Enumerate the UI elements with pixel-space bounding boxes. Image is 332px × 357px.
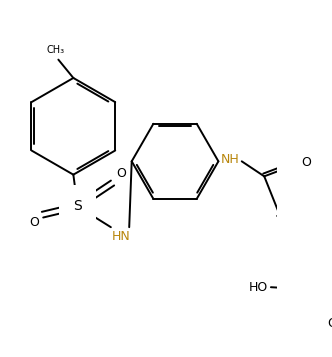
Text: O: O: [29, 216, 39, 229]
Text: O: O: [327, 317, 332, 330]
Text: S: S: [73, 199, 82, 213]
Text: CH₃: CH₃: [47, 45, 65, 55]
Text: HO: HO: [249, 281, 268, 294]
Text: O: O: [116, 167, 126, 180]
Text: O: O: [301, 156, 311, 169]
Text: NH: NH: [221, 153, 240, 166]
Text: HN: HN: [112, 230, 130, 243]
